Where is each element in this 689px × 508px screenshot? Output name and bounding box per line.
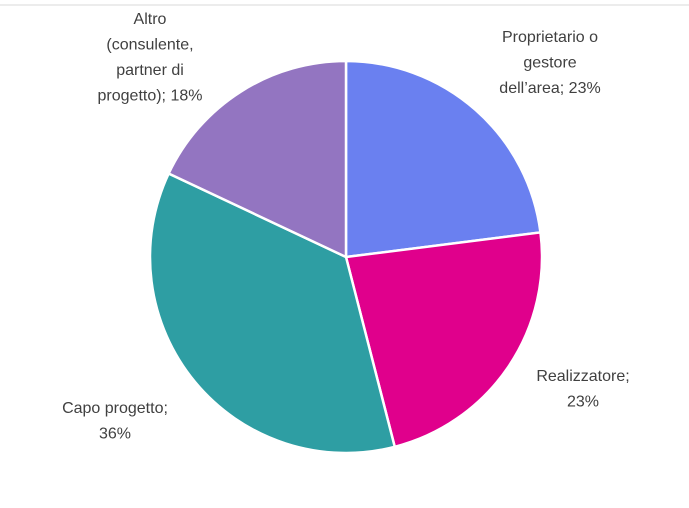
data-label-line: gestore xyxy=(523,55,576,72)
data-label-line: dell’area; 23% xyxy=(499,80,600,97)
data-label: Realizzatore; 23% xyxy=(536,368,629,411)
data-label-line: Realizzatore; xyxy=(536,368,629,385)
pie-slice xyxy=(344,231,544,449)
data-label-line: 36% xyxy=(99,426,131,443)
data-label-line: Proprietario o xyxy=(502,29,598,46)
pie-slice xyxy=(166,59,348,259)
data-label-line: progetto); 18% xyxy=(98,88,203,105)
pie-slice xyxy=(148,171,397,455)
data-label-line: partner di xyxy=(116,62,184,79)
pie-slice xyxy=(344,59,542,259)
data-label: Altro (consulente, partner di progetto); 18… xyxy=(98,11,203,105)
data-label-line: 23% xyxy=(567,394,599,411)
data-label-line: (consulente, xyxy=(106,37,193,54)
data-label-line: Capo progetto; xyxy=(62,400,168,417)
data-label-line: Altro xyxy=(134,11,167,28)
data-label: Proprietario o gestore dell’area; 23% xyxy=(499,29,600,97)
data-label: Capo progetto; 36% xyxy=(62,400,168,443)
